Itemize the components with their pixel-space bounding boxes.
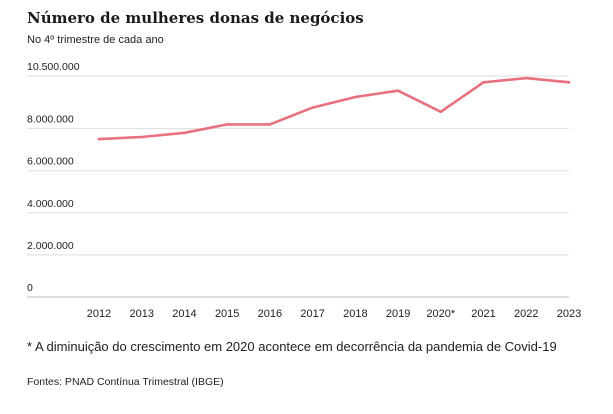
data-point	[439, 110, 443, 114]
x-tick-label: 2017	[300, 308, 324, 320]
y-tick-label: 8.000.000	[27, 114, 74, 126]
data-point	[524, 76, 528, 80]
series-lines	[97, 76, 571, 141]
gridlines	[27, 75, 569, 298]
data-point	[354, 95, 357, 99]
chart-title: Número de mulheres donas de negócios	[27, 9, 364, 27]
y-tick-label: 0	[27, 282, 33, 294]
y-tick-label: 2.000.000	[27, 240, 74, 252]
chart-footnote: * A diminuição do crescimento em 2020 ac…	[27, 339, 557, 354]
data-point	[268, 123, 272, 126]
data-point	[311, 106, 314, 109]
data-point	[140, 135, 144, 139]
data-point	[482, 81, 485, 84]
x-tick-label: 2022	[514, 308, 538, 320]
x-tick-label: 2020*	[426, 308, 455, 320]
data-point	[225, 123, 229, 126]
y-tick-label: 10.500.000	[27, 61, 80, 73]
line-chart: 0 2.000.000 4.000.000 6.000.000 8.000.000 10.…	[27, 61, 581, 320]
chart-source: Fontes: PNAD Contínua Trimestral (IBGE)	[27, 376, 224, 388]
x-tick-label: 2019	[386, 308, 410, 320]
y-tick-label: 4.000.000	[27, 198, 74, 210]
data-point	[183, 131, 186, 135]
data-point	[396, 89, 400, 93]
x-tick-label: 2013	[129, 308, 153, 320]
x-tick-label: 2023	[557, 308, 581, 320]
series-line	[97, 76, 571, 141]
x-tick-label: 2021	[471, 308, 495, 320]
x-axis-tick-labels: 2012 2013 2014 2015 2016 2017 2018 2019 2020* 202…	[87, 308, 581, 320]
y-axis-tick-labels: 0 2.000.000 4.000.000 6.000.000 8.000.000 10.…	[27, 61, 80, 294]
data-point	[97, 137, 101, 141]
data-point	[567, 81, 571, 84]
y-tick-label: 6.000.000	[27, 156, 74, 168]
chart-subtitle: No 4º trimestre de cada ano	[27, 34, 164, 46]
x-tick-label: 2014	[172, 308, 196, 320]
x-tick-label: 2015	[215, 308, 239, 320]
x-tick-label: 2018	[343, 308, 367, 320]
x-tick-label: 2016	[258, 308, 282, 320]
x-tick-label: 2012	[87, 308, 111, 320]
